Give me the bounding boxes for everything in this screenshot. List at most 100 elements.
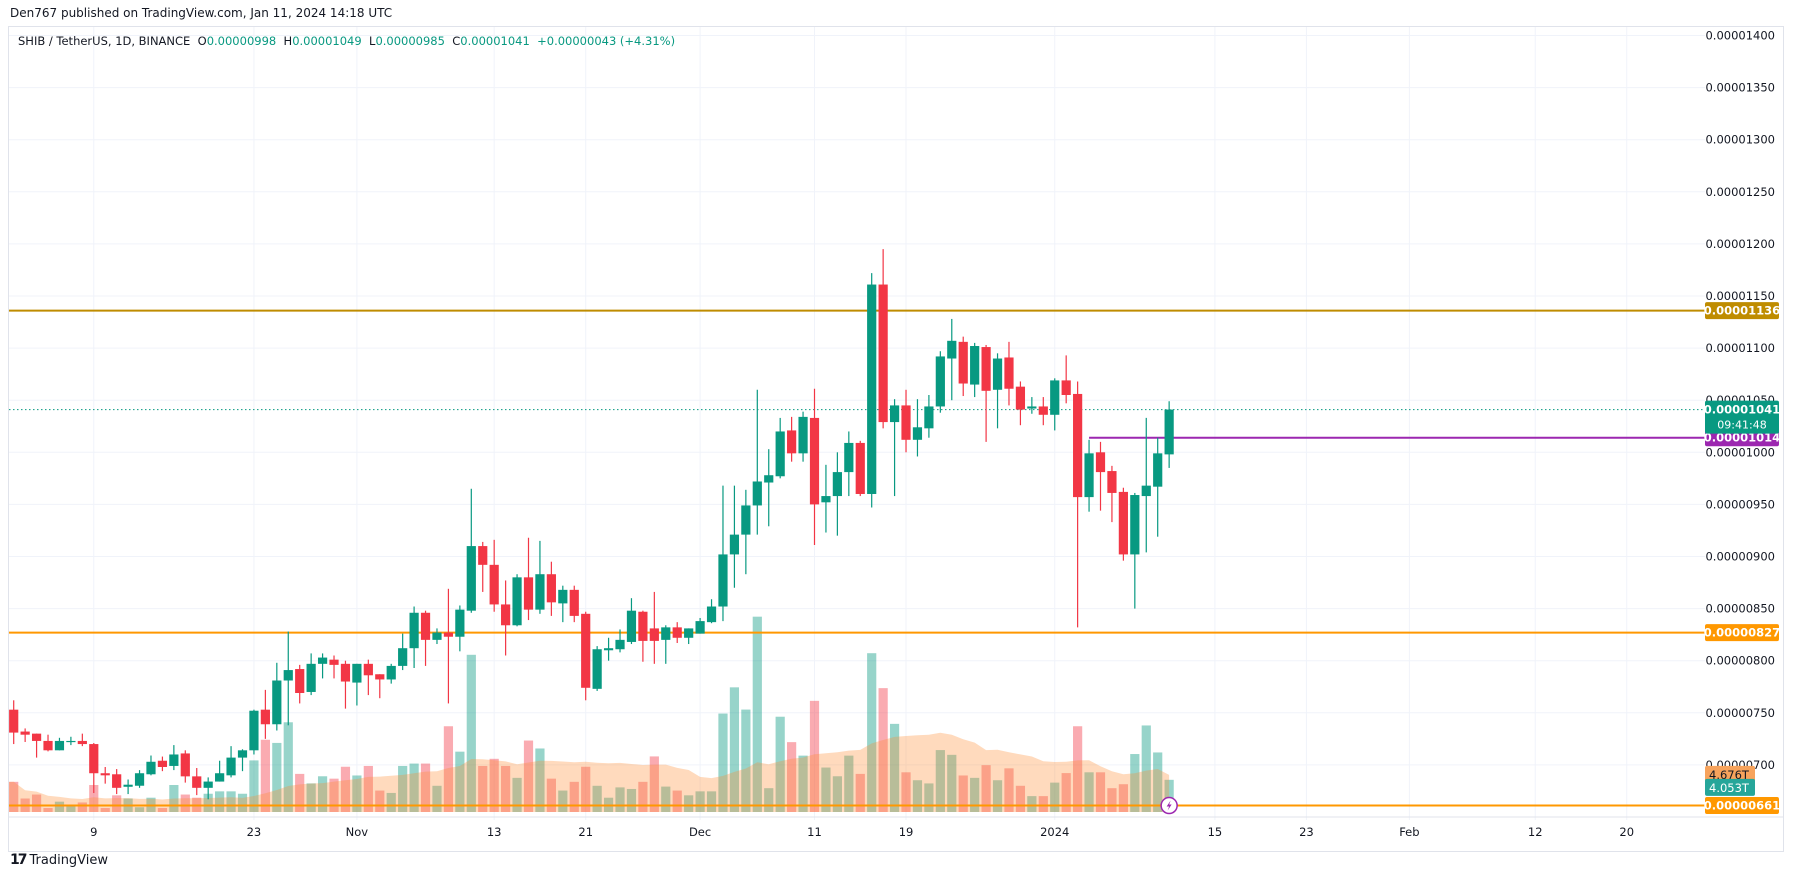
time-axis-label: 9 bbox=[90, 825, 97, 839]
volume-bar bbox=[992, 780, 1003, 812]
close-value: 0.00001041 bbox=[460, 34, 530, 48]
volume-bar bbox=[157, 808, 168, 812]
candle-body bbox=[752, 481, 762, 506]
volume-bar bbox=[352, 775, 362, 812]
volume-bar bbox=[283, 722, 293, 812]
candle-body bbox=[329, 659, 339, 665]
volume-bar bbox=[66, 805, 76, 812]
candle-body bbox=[546, 574, 556, 603]
change-value: +0.00000043 (+4.31%) bbox=[537, 34, 676, 48]
time-axis-label: Nov bbox=[346, 825, 369, 839]
candle-body bbox=[855, 442, 865, 494]
high-value: 0.00001049 bbox=[292, 34, 362, 48]
volume-bar bbox=[1153, 752, 1163, 812]
candle-body bbox=[501, 604, 511, 626]
candle-body bbox=[695, 621, 705, 634]
lightning-glyph bbox=[1166, 800, 1172, 811]
volume-bar bbox=[558, 790, 568, 812]
tradingview-brand[interactable]: 17 TradingView bbox=[10, 852, 108, 868]
volume-ma-tag-bg bbox=[1705, 765, 1755, 783]
volume-bar bbox=[855, 773, 865, 812]
volume-bar bbox=[478, 765, 488, 812]
candle-body bbox=[581, 613, 591, 688]
candle-body bbox=[1141, 485, 1151, 497]
candle-body bbox=[352, 663, 362, 683]
candle-body bbox=[123, 784, 133, 787]
candle-body bbox=[192, 776, 202, 788]
candle-body bbox=[684, 628, 694, 638]
volume-bar bbox=[615, 787, 625, 812]
volume-bar bbox=[1073, 726, 1083, 812]
candle-body bbox=[215, 773, 225, 782]
volume-bar bbox=[329, 778, 339, 812]
candle-body bbox=[992, 358, 1003, 390]
volume-bar bbox=[649, 756, 659, 812]
volume-bar bbox=[924, 783, 934, 812]
candle-body bbox=[809, 417, 820, 505]
tradingview-logo-icon: 17 bbox=[10, 852, 28, 868]
low-label: L bbox=[369, 34, 376, 48]
volume-bar bbox=[867, 653, 877, 812]
candle-body bbox=[981, 347, 991, 391]
price-axis-label: 0.00001250 bbox=[1705, 185, 1775, 199]
time-axis-label: Feb bbox=[1399, 825, 1419, 839]
candle-body bbox=[375, 674, 385, 680]
volume-bar bbox=[1015, 785, 1026, 812]
volume-bar bbox=[638, 781, 648, 812]
time-axis-label: 12 bbox=[1528, 825, 1543, 839]
candle-body bbox=[821, 496, 831, 503]
symbol-title[interactable]: SHIB / TetherUS, 1D, BINANCE bbox=[18, 34, 191, 48]
volume-bar bbox=[1027, 796, 1037, 812]
candle-body bbox=[100, 773, 110, 776]
candle-body bbox=[146, 761, 156, 775]
candle-body bbox=[1027, 406, 1037, 409]
volume-bar bbox=[1050, 782, 1060, 812]
volume-bar bbox=[1004, 768, 1014, 812]
last-price-tag: 0.00001041 bbox=[1704, 403, 1780, 417]
volume-bar bbox=[100, 808, 110, 812]
candle-body bbox=[912, 427, 923, 440]
candle-body bbox=[878, 284, 888, 423]
volume-bar bbox=[970, 777, 980, 812]
candle-body bbox=[272, 680, 282, 725]
candle-body bbox=[649, 628, 659, 641]
volume-bar bbox=[706, 791, 717, 812]
volume-bar bbox=[592, 785, 602, 812]
candle-body bbox=[1153, 453, 1163, 487]
volume-bar bbox=[31, 794, 42, 812]
candle-body bbox=[1015, 386, 1026, 410]
candle-body bbox=[420, 612, 431, 640]
volume-bar bbox=[466, 654, 476, 812]
candle-body bbox=[478, 546, 488, 565]
candle-body bbox=[626, 610, 637, 642]
close-label: C bbox=[452, 34, 461, 48]
candle-body bbox=[226, 757, 236, 776]
candle-body bbox=[706, 606, 717, 623]
candle-body bbox=[134, 773, 145, 786]
volume-bar bbox=[1164, 779, 1174, 812]
candle-body bbox=[20, 731, 30, 735]
price-axis-label: 0.00001100 bbox=[1705, 341, 1775, 355]
volume-ma-area bbox=[9, 732, 1170, 812]
volume-bar bbox=[752, 616, 762, 812]
volume-bar bbox=[169, 785, 179, 812]
candle-body bbox=[112, 774, 122, 788]
volume-bar bbox=[432, 785, 442, 812]
volume-bar bbox=[1118, 784, 1128, 812]
volume-bar bbox=[912, 780, 923, 812]
time-axis-label: 21 bbox=[578, 825, 593, 839]
last-price-tag-bg bbox=[1705, 400, 1779, 434]
volume-bar bbox=[1038, 796, 1048, 812]
candle-body bbox=[1050, 380, 1060, 415]
price-axis-label: 0.00000850 bbox=[1705, 602, 1775, 616]
volume-bar bbox=[764, 788, 774, 812]
volume-bar bbox=[684, 795, 694, 812]
volume-bar bbox=[443, 726, 454, 812]
candle-body bbox=[1073, 393, 1083, 498]
candle-body bbox=[638, 611, 648, 641]
volume-bar bbox=[1130, 754, 1140, 812]
price-axis-label: 0.00000800 bbox=[1705, 654, 1775, 668]
volume-bar bbox=[935, 750, 945, 812]
candle-body bbox=[157, 760, 168, 767]
